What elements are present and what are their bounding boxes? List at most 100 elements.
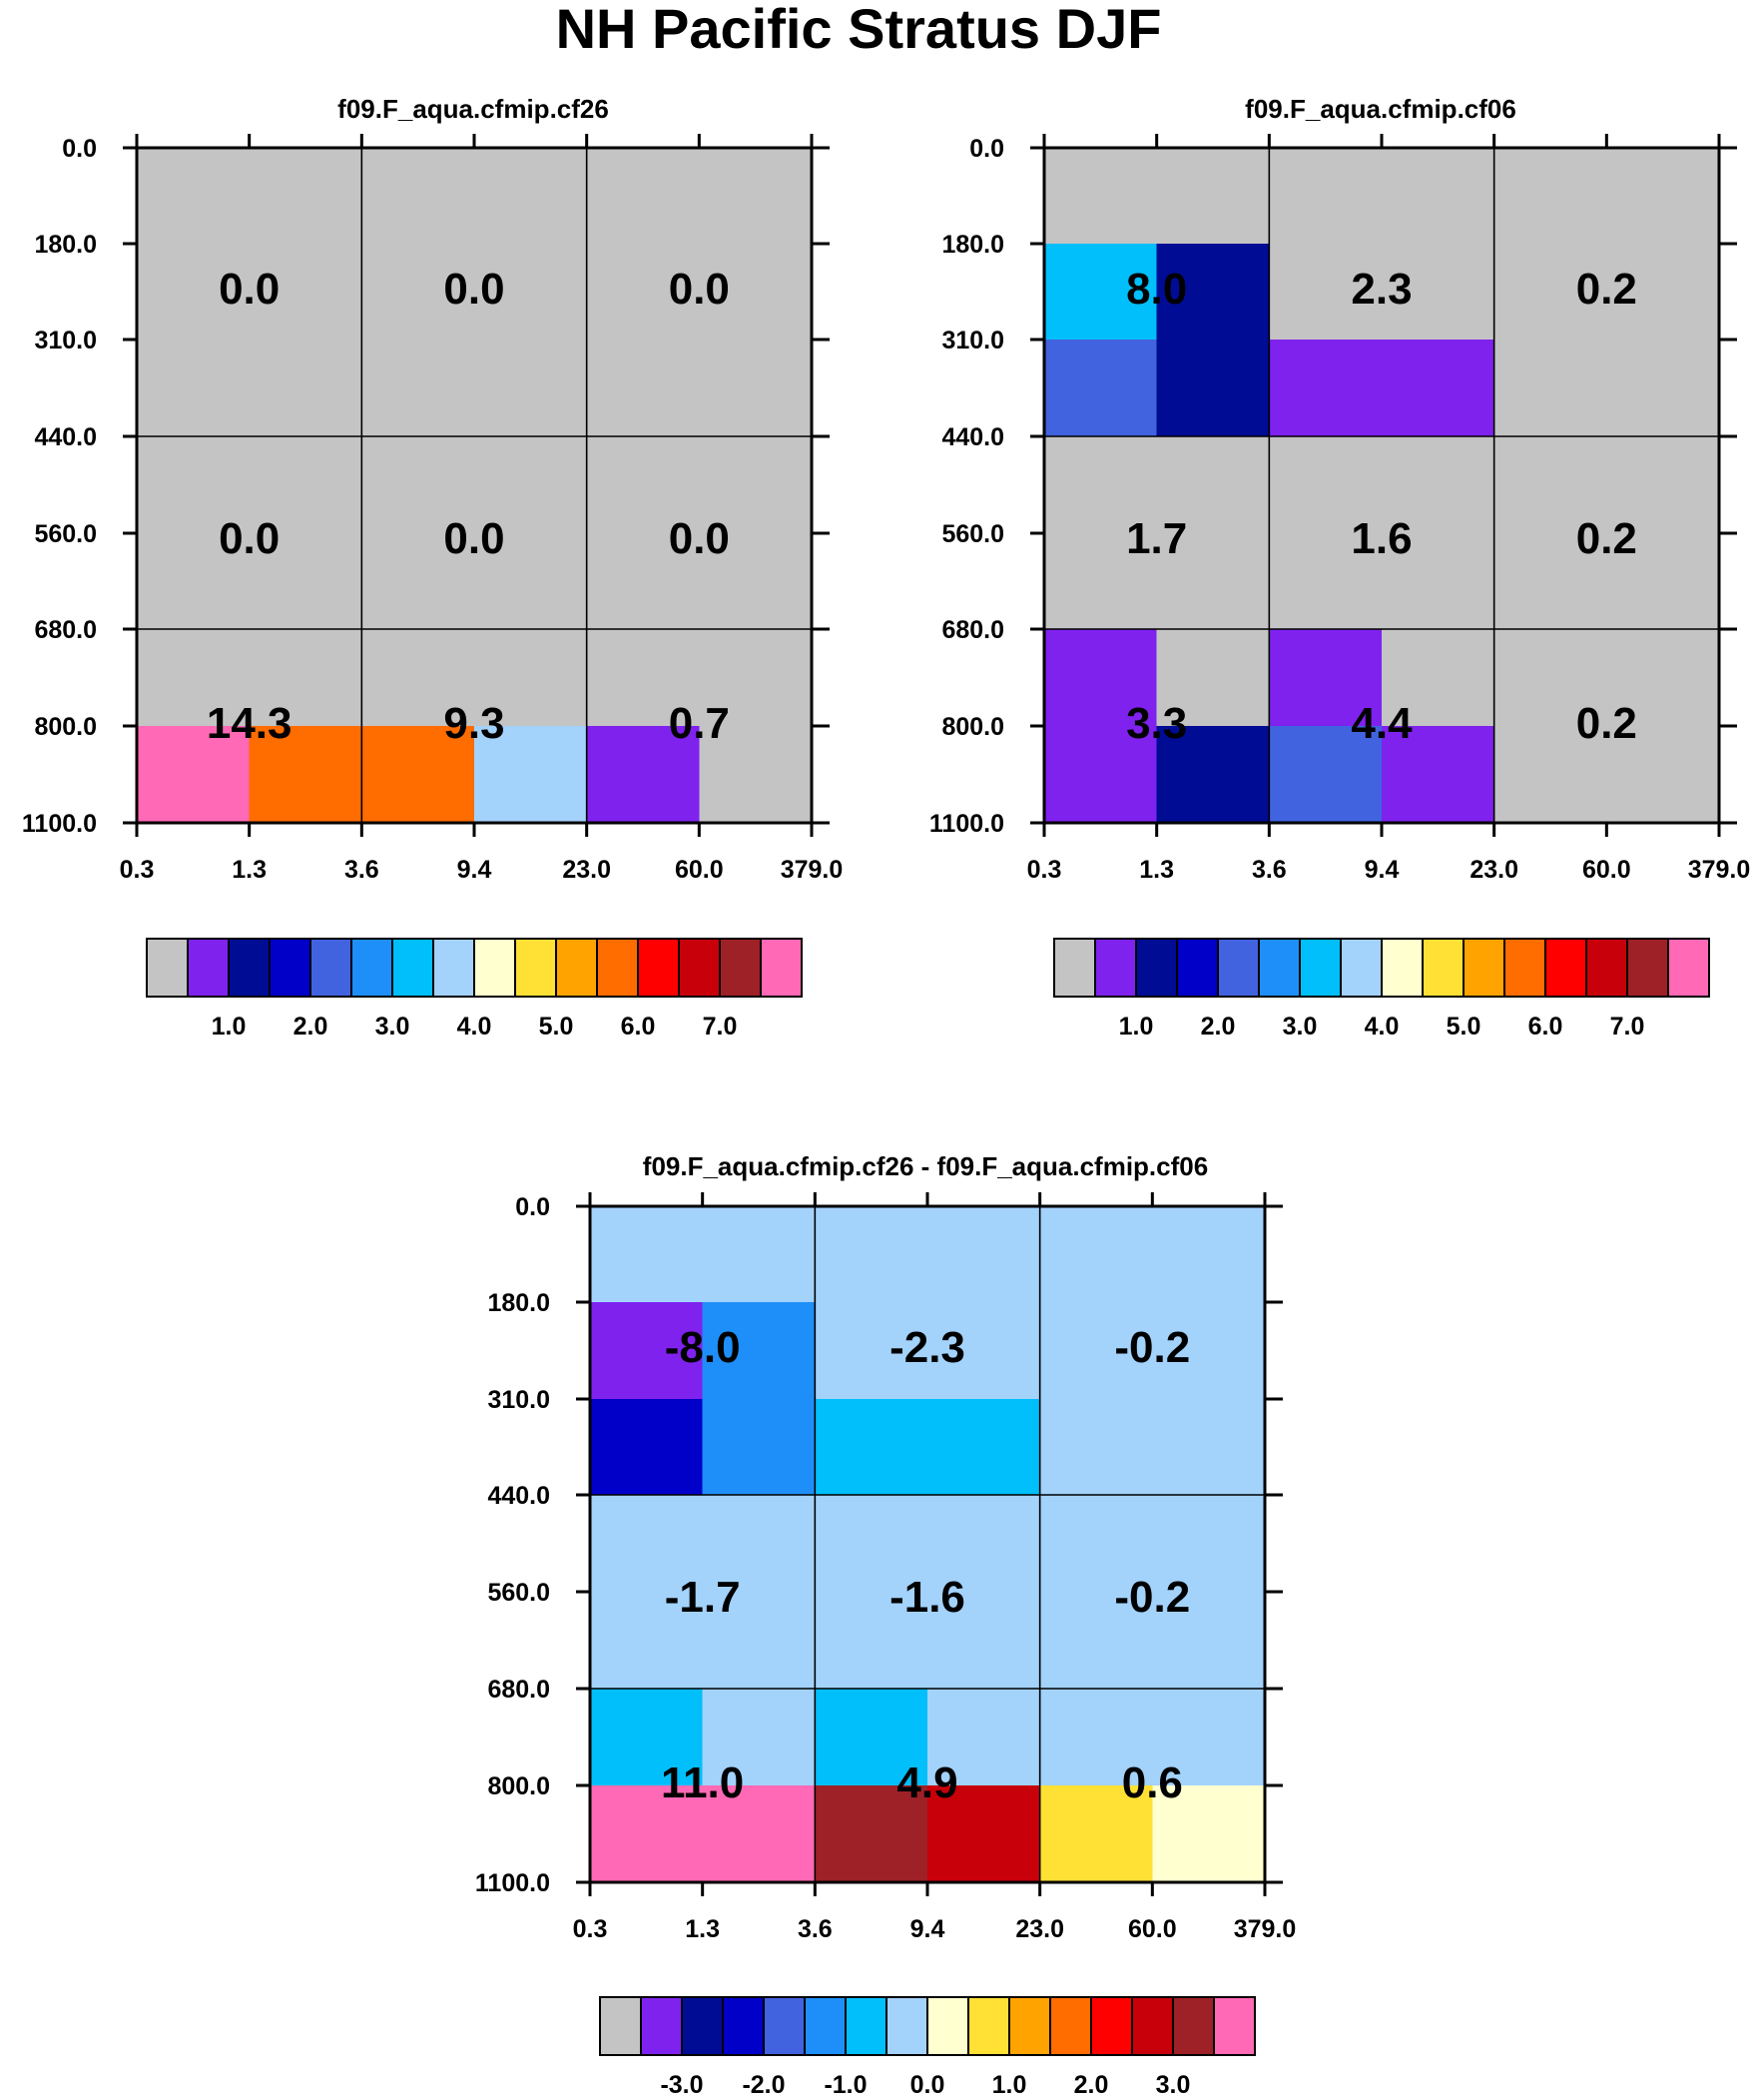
heatmap-cell (361, 726, 475, 824)
heatmap-cell (1269, 629, 1383, 727)
box-value-label: 0.0 (669, 265, 730, 314)
x-tick-label: 379.0 (781, 856, 844, 884)
y-tick-label: 310.0 (34, 327, 97, 354)
heatmap-cell (927, 1785, 1041, 1883)
heatmap-cell (1156, 726, 1270, 824)
heatmap-cell (361, 533, 475, 630)
y-tick-label: 310.0 (487, 1386, 550, 1414)
grid-lines (590, 1206, 1265, 1882)
heatmap-cell (590, 1592, 704, 1690)
box-value-label: 0.2 (1576, 699, 1637, 748)
heatmap-cell (1493, 244, 1607, 341)
colorbar-swatch (555, 938, 598, 998)
colorbar-swatch (432, 938, 475, 998)
heatmap-cell (137, 148, 251, 245)
heatmap-cell (474, 533, 588, 630)
heatmap-cell (927, 1302, 1041, 1400)
y-tick-label: 1100.0 (929, 810, 1004, 838)
heatmap-cell (1152, 1592, 1266, 1690)
heatmap-cell (1269, 244, 1383, 341)
heatmap-cell (1044, 340, 1158, 437)
colorbar-label: 0.0 (910, 2071, 945, 2099)
heatmap-cell (137, 244, 251, 341)
panel-title: f09.F_aqua.cfmip.cf26 (337, 94, 609, 124)
heatmap-cell (702, 1302, 816, 1400)
colorbar-swatch (1213, 1996, 1256, 2056)
heatmap-cell (249, 533, 362, 630)
box-value-label: -2.3 (889, 1323, 965, 1372)
heatmap-cell (1156, 629, 1270, 727)
colorbar-label: -3.0 (660, 2071, 703, 2099)
heatmap-cell (1152, 1302, 1266, 1400)
heatmap-cell (1152, 1495, 1266, 1593)
heatmap-cell (586, 533, 700, 630)
x-tick-label: 9.4 (910, 1915, 945, 1943)
colorbar-swatch (1090, 1996, 1133, 2056)
heatmap-cell (586, 148, 700, 245)
heatmap-cell (474, 340, 588, 437)
heatmap-cell (1269, 726, 1383, 824)
heatmap-cell (474, 629, 588, 727)
heatmap-cell (1269, 148, 1383, 245)
colorbar-label: 1.0 (1119, 1013, 1154, 1041)
heatmap-cell (590, 1495, 704, 1593)
colorbar-label: 3.0 (375, 1013, 410, 1041)
x-tick-label: 1.3 (685, 1915, 720, 1943)
colorbar-label: 7.0 (703, 1013, 738, 1041)
heatmap-cell (1382, 533, 1495, 630)
colorbar-swatch (640, 1996, 683, 2056)
y-tick-label: 560.0 (487, 1579, 550, 1607)
y-tick-label: 180.0 (941, 231, 1004, 259)
x-tick-label: 0.3 (1027, 856, 1062, 884)
heatmap-cell (1039, 1689, 1153, 1786)
box-value-label: 3.3 (1126, 699, 1187, 748)
heatmap-cell (590, 1689, 704, 1786)
colorbar-swatch (1258, 938, 1301, 998)
heatmap-cell (1152, 1399, 1266, 1496)
heatmap-cell (1044, 533, 1158, 630)
box-value-label: 0.0 (219, 265, 280, 314)
colorbar-label: 2.0 (1201, 1013, 1236, 1041)
colorbar-swatch (599, 1996, 642, 2056)
heatmap-cell (1044, 436, 1158, 534)
heatmap-cell (927, 1689, 1041, 1786)
colorbar-swatch (926, 1996, 969, 2056)
heatmap-cell (1269, 533, 1383, 630)
heatmap-cell (1044, 244, 1158, 341)
box-value-label: 0.0 (443, 514, 504, 563)
heatmap-cell (1156, 436, 1270, 534)
heatmap-cell (1606, 244, 1720, 341)
heatmap-cell (699, 148, 813, 245)
colorbar-label: 3.0 (1283, 1013, 1318, 1041)
colorbar-swatch (760, 938, 803, 998)
heatmap-cell (1382, 148, 1495, 245)
heatmap-cell (815, 1785, 928, 1883)
heatmap-cell (1039, 1302, 1153, 1400)
colorbar-swatch (1503, 938, 1546, 998)
colorbar-swatch (763, 1996, 806, 2056)
heatmap-cell (137, 629, 251, 727)
box-value-label: 0.2 (1576, 265, 1637, 314)
panel-cf26: f09.F_aqua.cfmip.cf26 0.0 180.0 310.0 440.0… (22, 94, 843, 1041)
heatmap-cell (249, 436, 362, 534)
grid-lines (137, 148, 812, 823)
colorbar-swatch (269, 938, 311, 998)
heatmap-cell (1039, 1592, 1153, 1690)
colorbar-swatch (1299, 938, 1342, 998)
heatmap-cell (1156, 533, 1270, 630)
colorbar-label: 2.0 (293, 1013, 328, 1041)
y-tick-label: 1100.0 (475, 1869, 550, 1897)
heatmap-cell (927, 1399, 1041, 1496)
heatmap-cell (249, 148, 362, 245)
heatmap-cell (1493, 629, 1607, 727)
y-tick-label: 180.0 (34, 231, 97, 259)
grid-lines (1044, 148, 1719, 823)
colorbar: 1.0 2.0 3.0 4.0 5.0 6.0 7.0 (146, 938, 803, 1041)
colorbar-label: 6.0 (1528, 1013, 1563, 1041)
colorbar-label: -1.0 (824, 2071, 867, 2099)
x-tick-label: 9.4 (457, 856, 492, 884)
box-value-label: 1.7 (1126, 514, 1187, 563)
heatmap-cell (1382, 244, 1495, 341)
heatmap-cell (586, 436, 700, 534)
